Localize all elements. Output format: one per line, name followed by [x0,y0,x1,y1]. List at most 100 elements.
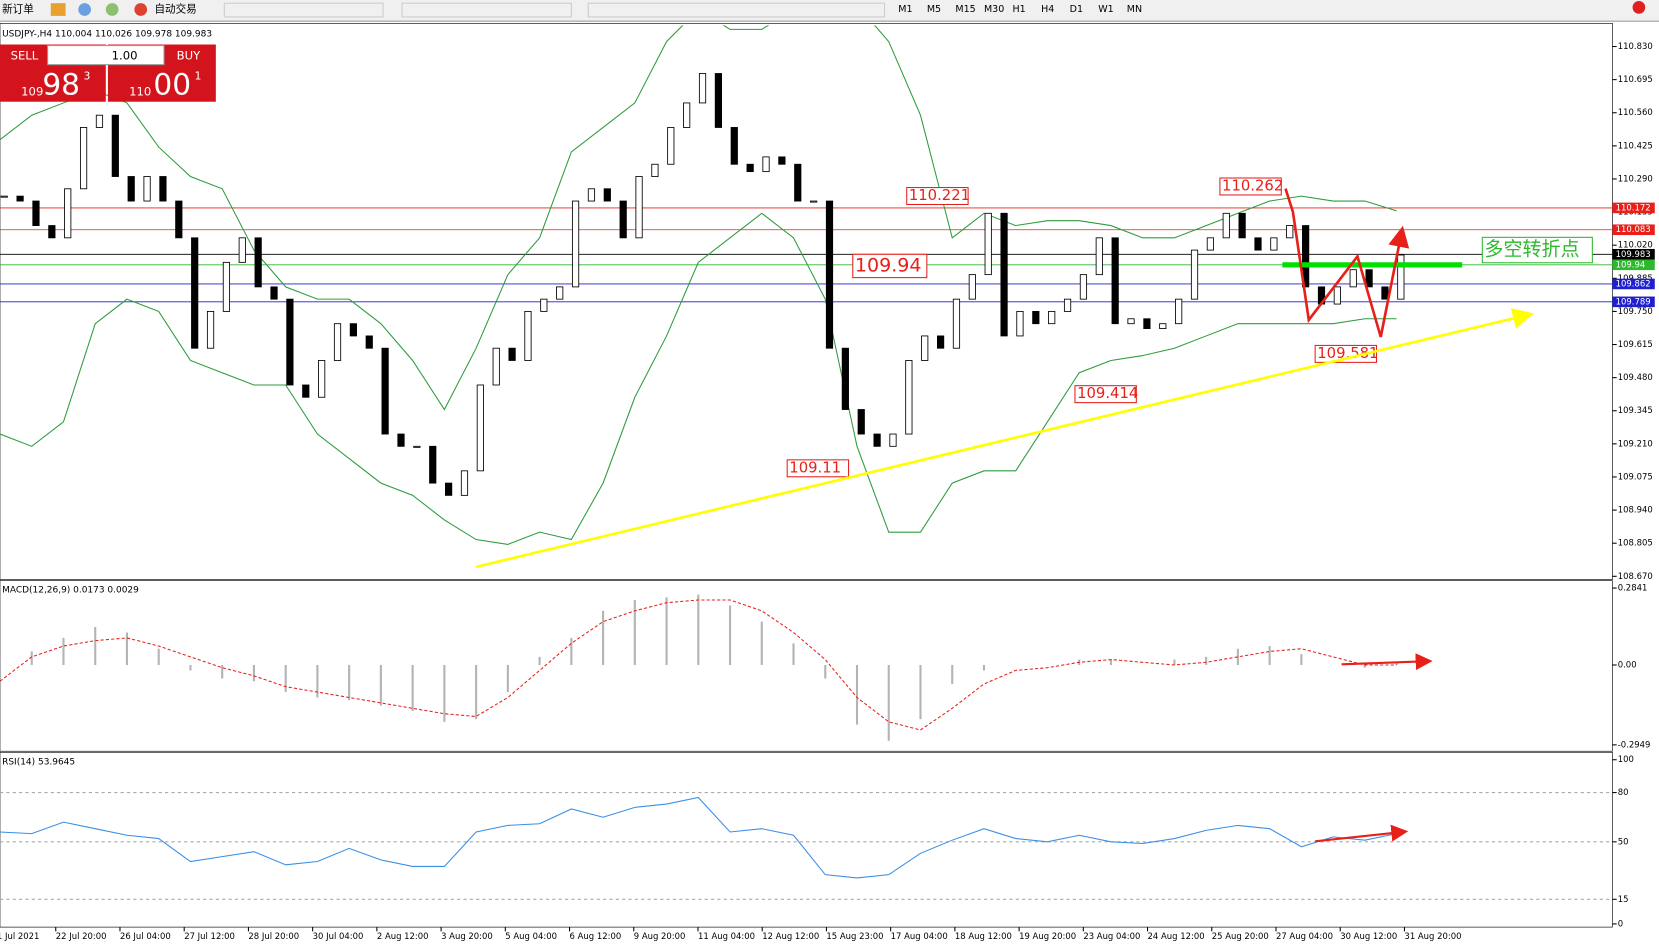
candle [143,176,151,202]
macd-bar [0,659,2,665]
candle [810,200,818,203]
candle [571,200,580,288]
candle [825,200,834,349]
macd-bar [982,664,986,671]
candle [587,188,596,202]
macd-bar [602,610,605,665]
candle [16,195,24,202]
x-tick-label: 6 Aug 12:00 [570,931,622,941]
timeframe[interactable]: M1 [898,4,912,15]
candle [873,433,881,447]
price-level-tag [1612,224,1655,236]
x-tick-label: 28 Jul 20:00 [248,931,299,941]
timeframe[interactable]: M30 [984,4,1004,15]
candle [556,286,564,300]
rsi-line [0,796,1397,879]
icon[interactable] [78,3,91,16]
macd-bar [157,648,160,665]
candle [1397,254,1405,300]
price-annotation: 109.94 [855,254,922,276]
timeframe[interactable]: H1 [1013,4,1026,15]
lots[interactable]: 1.00 [112,49,138,63]
timeframe[interactable]: MN [1127,4,1142,15]
timeframe[interactable]: D1 [1070,4,1083,15]
candle [698,73,707,104]
macd-bar [1236,648,1239,665]
candle [524,310,532,361]
candle [270,286,278,300]
candle [667,127,675,165]
lot-field[interactable] [47,45,165,66]
note: 多空转折点 [1484,239,1579,261]
candle [175,200,183,239]
candle [619,200,627,239]
x-tick-label: 12 Aug 12:00 [762,931,819,941]
candle [1175,298,1183,325]
candle [968,274,976,300]
price-annotation-box [786,459,850,478]
tool-group[interactable] [223,2,384,18]
rsi-arrow [1315,824,1409,843]
price-annotation-box [1074,385,1137,404]
y-tick-label: 110.830 [1618,41,1653,51]
y-tick-label: 109.210 [1618,438,1653,448]
candle [857,409,865,435]
timeframe[interactable]: H4 [1041,4,1054,15]
timeframe[interactable]: M5 [927,4,941,15]
timeframe[interactable]: W1 [1098,4,1113,15]
tool-group[interactable] [587,2,886,18]
toolbar [0,0,1659,22]
price-level-label: 109.983 [1616,249,1651,259]
candle [95,114,104,128]
candle [79,127,88,190]
macd-bar [887,664,890,741]
candle [1159,323,1167,330]
candle [1286,225,1294,239]
new-order[interactable]: 新订单 [2,3,34,16]
price-annotation: 109.581 [1317,345,1378,362]
candle [651,163,659,177]
icon[interactable] [134,3,148,16]
ask-sup: 1 [195,70,202,82]
candle [1095,237,1103,276]
tool-group[interactable] [401,2,572,18]
notification[interactable] [1632,1,1646,14]
y-tick-label: 110.560 [1618,107,1653,117]
candle [48,225,56,239]
macd-bar [348,664,351,701]
y-tick-label: 108.805 [1618,538,1653,548]
candle [1302,225,1310,288]
timeframe[interactable]: M15 [955,4,975,15]
x-tick-label: 30 Jul 04:00 [313,931,364,941]
y-tick-label: 110.290 [1618,173,1653,183]
candle [762,156,770,173]
candle [413,445,421,448]
macd-bar [538,656,541,665]
macd-arrow [1341,653,1433,671]
candle [1143,318,1151,330]
macd-bar [62,637,65,665]
candle [778,156,786,165]
macd-bar [1395,662,1398,665]
x-tick-label: 9 Aug 20:00 [634,931,686,941]
buy-button[interactable]: BUY [177,49,201,63]
candle [508,347,516,361]
candle [889,433,897,447]
y-tick-label: 100 [1618,754,1634,764]
candle [1349,269,1357,288]
icon[interactable] [50,3,66,16]
price-level-label: 110.083 [1616,224,1651,234]
bollinger-upper [0,25,1397,411]
icon[interactable] [105,3,119,16]
candle [429,445,437,484]
sell-button[interactable]: SELL [11,49,39,63]
x-tick-label: 31 Aug 20:00 [1404,931,1461,941]
candle [222,261,231,312]
candle [492,347,500,386]
y-tick-label: 0.00 [1618,659,1637,669]
candle [349,323,357,337]
auto-trade[interactable]: 自动交易 [154,3,196,16]
macd-bar [665,597,668,665]
